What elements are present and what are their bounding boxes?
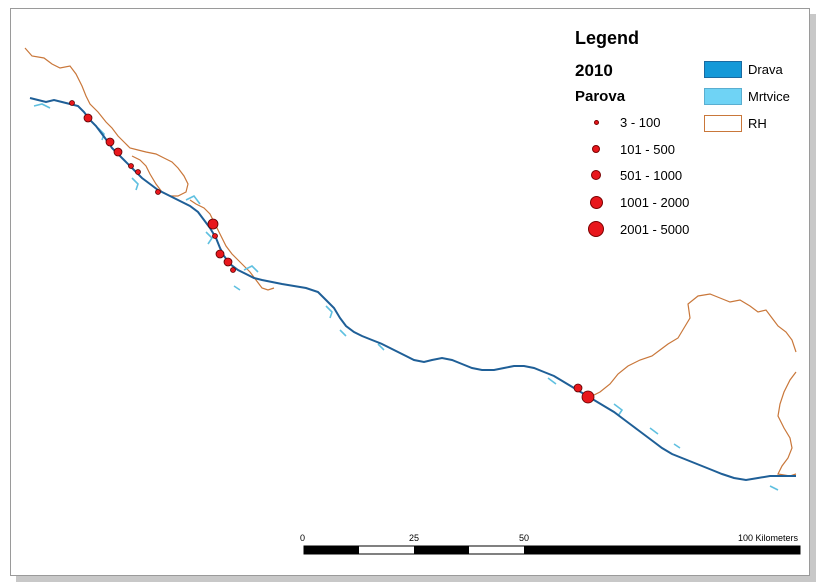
- scale-label-100: 100 Kilometers: [738, 533, 799, 543]
- rh-border-middle: [189, 199, 275, 291]
- rh-swatch-icon: [704, 114, 742, 132]
- drava-river: [29, 97, 796, 482]
- legend-layer-rh: RH: [704, 113, 767, 133]
- scale-label-50: 50: [519, 533, 530, 543]
- legend-class-501-1000: 501 - 1000: [588, 166, 682, 184]
- scale-bar-segment: [414, 546, 469, 554]
- rh-border-northwest: [24, 47, 189, 197]
- class-symbol-icon: [589, 195, 603, 209]
- legend-class-2001-5000: 2001 - 5000: [588, 220, 689, 238]
- parova-point: [573, 383, 583, 393]
- parova-point: [128, 163, 134, 169]
- class-label: 1001 - 2000: [620, 194, 690, 210]
- parova-point: [113, 147, 123, 157]
- scale-bar-segment: [304, 546, 359, 554]
- layer-label: RH: [748, 115, 767, 131]
- parova-point: [230, 267, 236, 273]
- legend-class-3-100: 3 - 100: [588, 113, 660, 131]
- rh-border-southeast: [777, 371, 797, 477]
- parova-point: [135, 169, 141, 175]
- map-frame: [10, 8, 810, 576]
- parova-point: [215, 249, 225, 259]
- parova-point: [212, 233, 218, 239]
- class-label: 101 - 500: [620, 141, 675, 157]
- drava-swatch-icon: [704, 60, 742, 78]
- legend-title: Legend: [575, 28, 640, 48]
- oxbow-lakes: [33, 103, 779, 491]
- parova-point: [105, 137, 115, 147]
- scale-bar: [303, 545, 801, 555]
- class-symbol-icon: [592, 145, 600, 153]
- parova-point: [207, 218, 219, 230]
- class-label: 3 - 100: [620, 114, 661, 130]
- parova-points: [69, 100, 595, 404]
- scale-label-25: 25: [409, 533, 420, 543]
- layer-label: Mrtvice: [748, 88, 790, 104]
- legend-group-title: Parova: [575, 88, 626, 105]
- class-symbol-icon: [588, 221, 604, 237]
- parova-point: [155, 189, 161, 195]
- parova-point: [69, 100, 75, 106]
- class-symbol-icon: [593, 119, 599, 125]
- mrtvice-swatch-icon: [704, 87, 742, 105]
- scale-bar-segment: [524, 546, 800, 554]
- parova-point: [581, 390, 595, 404]
- legend-class-1001-2000: 1001 - 2000: [588, 193, 689, 211]
- parova-point: [223, 257, 233, 267]
- class-label: 2001 - 5000: [620, 221, 690, 237]
- class-label: 501 - 1000: [620, 167, 683, 183]
- legend-layer-mrtvice: Mrtvice: [704, 86, 790, 106]
- scale-label-0: 0: [300, 533, 306, 543]
- parova-point: [83, 113, 93, 123]
- class-symbol-icon: [591, 170, 601, 180]
- rh-border-east: [587, 293, 797, 399]
- legend-class-101-500: 101 - 500: [588, 140, 675, 158]
- layer-label: Drava: [748, 61, 783, 77]
- legend-year: 2010: [575, 61, 613, 80]
- legend-layer-drava: Drava: [704, 59, 783, 79]
